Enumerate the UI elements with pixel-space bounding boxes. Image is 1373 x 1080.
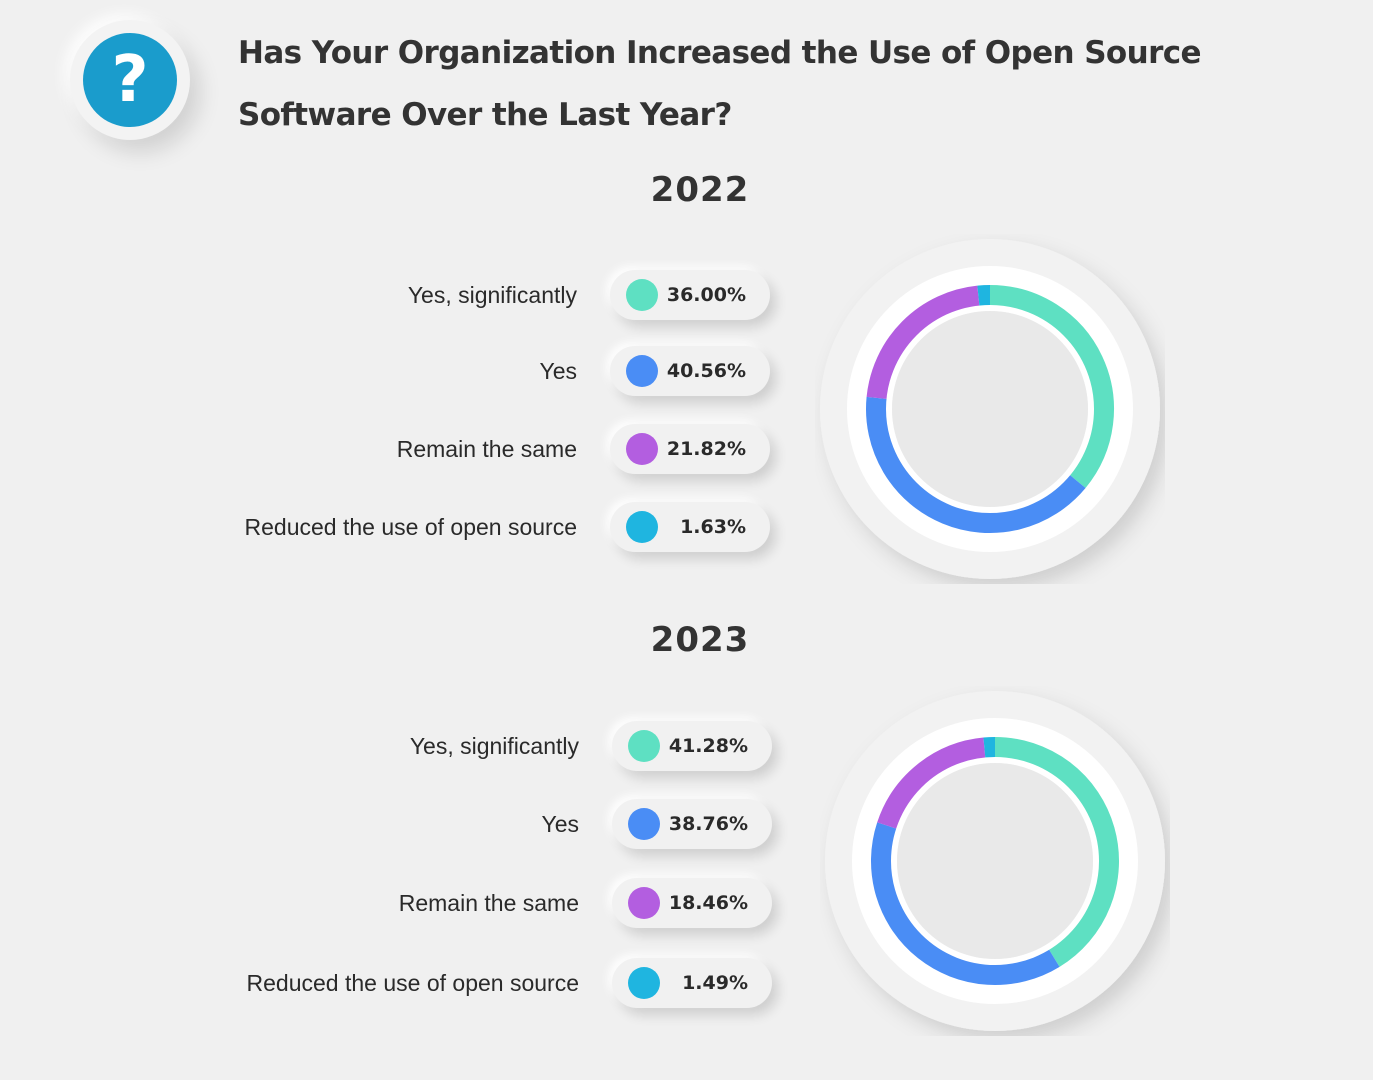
donut-inner-ring [891, 757, 1099, 965]
series-dot [628, 808, 660, 840]
series-dot [628, 967, 660, 999]
donut-slice-yes-significantly [989, 285, 1114, 489]
legend-row-2022-reduced: Reduced the use of open source 1.63% [0, 502, 800, 552]
page-title: Has Your Organization Increased the Use … [238, 35, 1202, 133]
legend-label: Remain the same [398, 890, 579, 916]
chart-2022-title: 2022 [650, 170, 750, 210]
data-label: 18.46% [668, 892, 748, 914]
donut-2023-svg [825, 691, 1165, 1031]
donut-chart-2023 [820, 686, 1170, 1036]
question-circle: ? [83, 33, 177, 127]
data-label: 40.56% [666, 360, 746, 382]
data-label: 38.76% [668, 813, 748, 835]
legend-label: Remain the same [396, 436, 577, 462]
value-pill: 40.56% [610, 346, 770, 396]
legend-label: Reduced the use of open source [246, 970, 579, 996]
legend-label: Yes [541, 811, 579, 837]
data-label: 1.63% [680, 516, 746, 538]
legend-label: Yes [539, 358, 577, 384]
chart-2023-title: 2023 [650, 620, 750, 660]
legend-label: Yes, significantly [409, 733, 579, 759]
series-dot [626, 279, 658, 311]
donut-hole [892, 311, 1088, 507]
donut-inner-ring [886, 305, 1094, 513]
question-mark-icon: ? [111, 43, 149, 117]
question-badge: ? [70, 20, 190, 140]
legend-row-2022-remain-same: Remain the same 21.82% [0, 424, 800, 474]
value-pill: 18.46% [612, 878, 772, 928]
value-pill: 21.82% [610, 424, 770, 474]
series-dot [626, 433, 658, 465]
legend-row-2023-yes: Yes 38.76% [0, 799, 800, 849]
series-dot [628, 730, 660, 762]
value-pill: 1.49% [612, 958, 772, 1008]
donut-2022-svg [820, 239, 1160, 579]
data-label: 1.49% [682, 972, 748, 994]
legend-row-2023-remain-same: Remain the same 18.46% [0, 878, 800, 928]
legend-row-2022-yes-significantly: Yes, significantly 36.00% [0, 270, 800, 320]
donut-slice-yes-significantly [994, 737, 1119, 967]
series-dot [626, 355, 658, 387]
value-pill: 38.76% [612, 799, 772, 849]
series-dot [628, 887, 660, 919]
legend-row-2023-reduced: Reduced the use of open source 1.49% [0, 958, 800, 1008]
donut-chart-2022 [815, 234, 1165, 584]
legend-label: Reduced the use of open source [244, 514, 577, 540]
value-pill: 36.00% [610, 270, 770, 320]
donut-slice-yes [866, 396, 1086, 533]
data-label: 41.28% [668, 735, 748, 757]
donut-track [847, 266, 1133, 552]
donut-slice-remain-same [866, 285, 980, 400]
donut-slice-remain-same [877, 737, 986, 830]
legend-label: Yes, significantly [407, 282, 577, 308]
donut-slice-reduced [977, 285, 991, 308]
legend-row-2023-yes-significantly: Yes, significantly 41.28% [0, 721, 800, 771]
value-pill: 41.28% [612, 721, 772, 771]
data-label: 36.00% [666, 284, 746, 306]
donut-hole [897, 763, 1093, 959]
donut-slice-yes [871, 822, 1060, 985]
legend-row-2022-yes: Yes 40.56% [0, 346, 800, 396]
series-dot [626, 511, 658, 543]
donut-track [852, 718, 1138, 1004]
data-label: 21.82% [666, 438, 746, 460]
value-pill: 1.63% [610, 502, 770, 552]
